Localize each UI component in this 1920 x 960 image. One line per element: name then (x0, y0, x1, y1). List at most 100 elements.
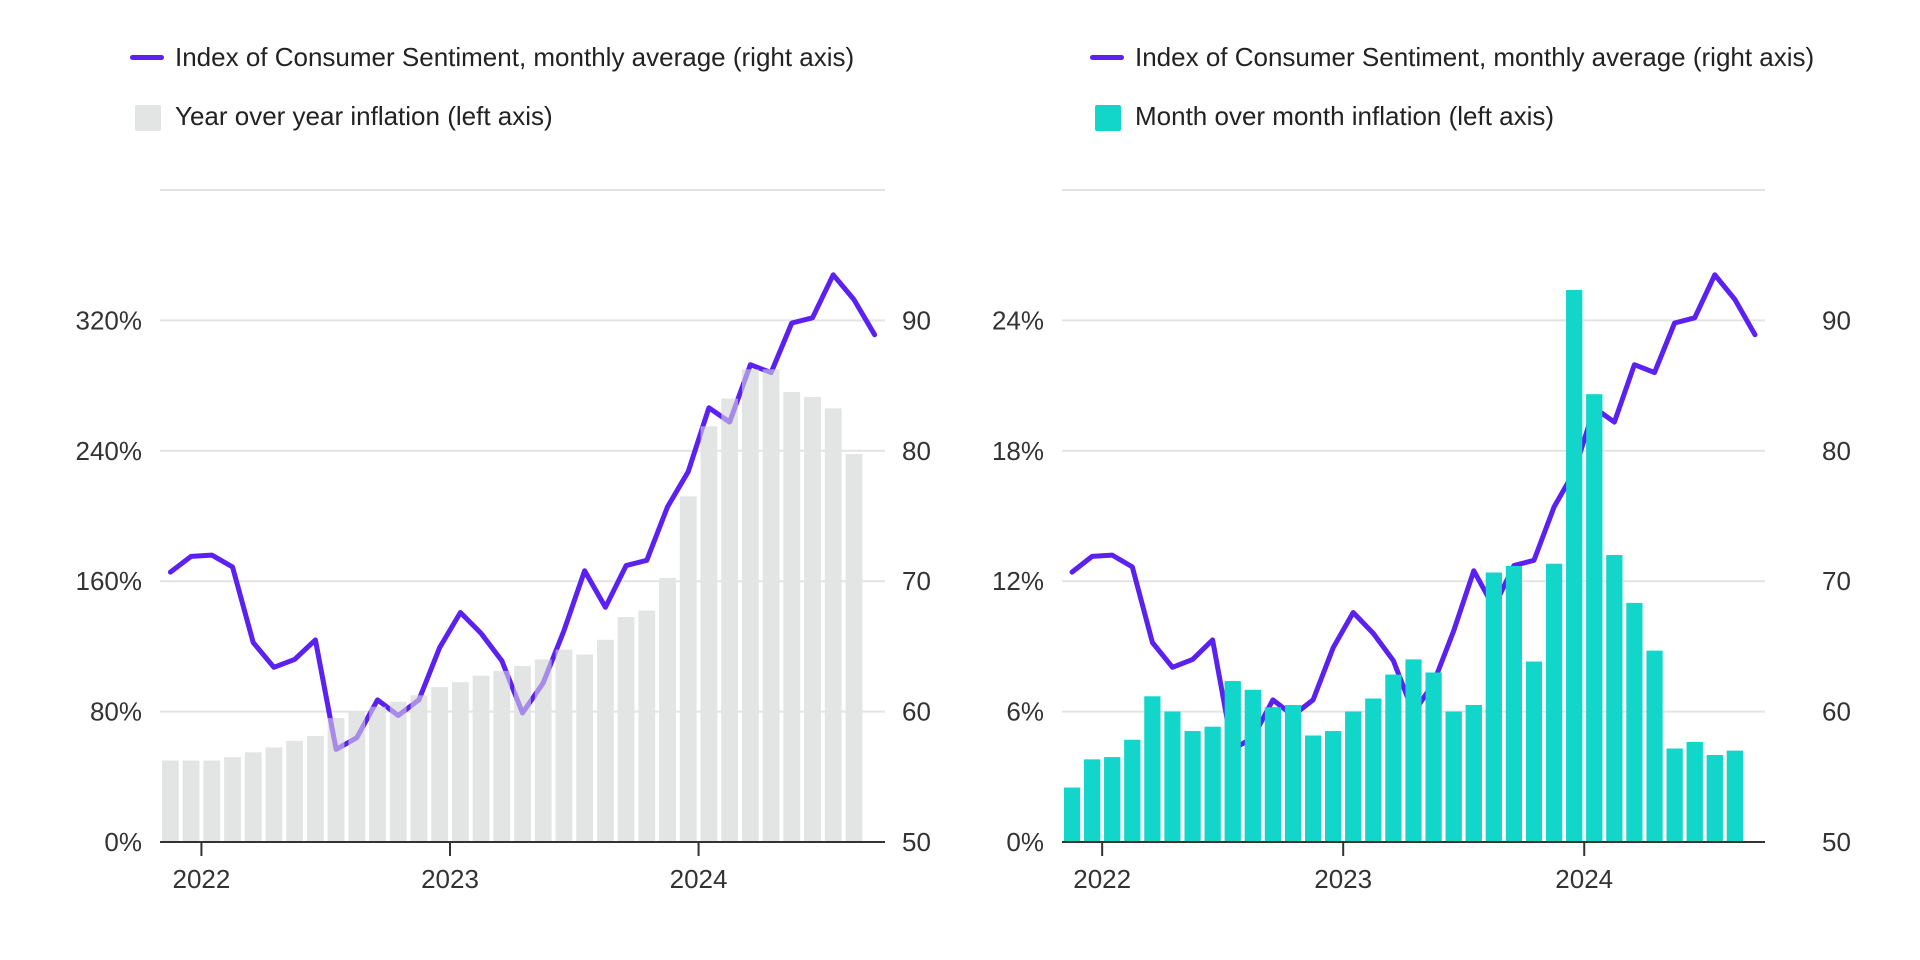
bar-overlay (369, 706, 386, 842)
legend-swatch-sentiment (130, 55, 164, 60)
bar-overlay (162, 760, 179, 842)
x-tick-label: 2023 (421, 864, 479, 894)
bar-overlay (348, 711, 366, 842)
bar-overlay (493, 670, 511, 842)
bar-overlay (286, 740, 303, 842)
bar-overlay (1084, 759, 1101, 842)
y-left-tick-label: 160% (76, 566, 143, 596)
legend: Index of Consumer Sentiment, monthly ave… (130, 40, 854, 158)
legend-item-sentiment: Index of Consumer Sentiment, monthly ave… (130, 40, 854, 74)
bar-overlay (1204, 726, 1221, 842)
bar-overlay (1465, 705, 1482, 842)
legend: Index of Consumer Sentiment, monthly ave… (1090, 40, 1814, 158)
y-left-tick-label: 24% (992, 305, 1044, 335)
bar-overlay (1164, 711, 1181, 842)
y-right-tick-label: 90 (902, 305, 931, 335)
chart-mom-inflation: 0% 6% 12% 18% 24% 50 60 70 80 90 2022 2023 2024 (992, 189, 1851, 894)
y-right-tick-label: 60 (1822, 697, 1851, 727)
legend-item-inflation: Month over month inflation (left axis) (1090, 99, 1814, 133)
bar-overlay (617, 617, 635, 842)
bar-overlay (783, 392, 801, 842)
bar-overlay (1425, 672, 1442, 842)
bar-overlay (576, 654, 593, 842)
bar-overlay (1385, 674, 1402, 842)
bar-overlay (1365, 698, 1382, 842)
legend-label-sentiment: Index of Consumer Sentiment, monthly ave… (1135, 42, 1815, 72)
y-left-tick-label: 6% (1006, 697, 1044, 727)
legend-label-inflation: Year over year inflation (left axis) (175, 101, 553, 131)
bar-overlay (431, 687, 448, 842)
bar-overlay (845, 454, 863, 842)
bar-overlay (1325, 731, 1342, 842)
bar-overlay (244, 752, 262, 842)
bar-overlay (1445, 711, 1462, 842)
bar-overlay (1586, 394, 1603, 842)
bar-overlay (1646, 650, 1663, 842)
bar-overlay (1284, 705, 1302, 842)
bar-overlay (762, 369, 780, 842)
bar-overlay (742, 369, 759, 842)
bar-overlay (1566, 289, 1583, 842)
bar-overlay (1244, 689, 1261, 842)
y-right-tick-label: 50 (902, 827, 931, 857)
bar-overlay (1626, 602, 1643, 842)
bar-overlay (638, 610, 656, 842)
x-tick-label: 2022 (173, 864, 231, 894)
bar-overlay (182, 760, 200, 842)
bar-overlay (1405, 659, 1422, 842)
bar-overlay (307, 736, 324, 842)
y-right-tick-label: 80 (902, 436, 931, 466)
bar-overlay (1104, 757, 1121, 842)
bar-overlay (700, 426, 718, 842)
bar-overlay (1606, 555, 1623, 842)
y-right-tick-label: 60 (902, 697, 931, 727)
bar-overlay (1124, 739, 1141, 842)
bar-overlay (1305, 735, 1322, 842)
bar-overlay (1525, 661, 1543, 842)
x-tick-label: 2023 (1314, 864, 1372, 894)
y-right-tick-label: 50 (1822, 827, 1851, 857)
y-left-tick-label: 80% (90, 697, 142, 727)
bar-overlay (1144, 696, 1161, 842)
bar-overlay (389, 701, 407, 842)
bar-overlay (224, 757, 241, 842)
bar-overlay (1666, 748, 1683, 842)
bar-overlay (410, 695, 428, 842)
x-tick-label: 2024 (1555, 864, 1613, 894)
legend-item-sentiment: Index of Consumer Sentiment, monthly ave… (1090, 40, 1814, 74)
legend-item-inflation: Year over year inflation (left axis) (130, 99, 854, 133)
bar-overlay (1345, 711, 1362, 842)
bar-overlay (679, 496, 697, 842)
bar-overlay (1726, 750, 1743, 842)
y-left-tick-label: 12% (992, 566, 1044, 596)
bar-overlay (1686, 742, 1703, 842)
bar-overlay (265, 747, 283, 842)
legend-swatch-inflation (1095, 105, 1121, 131)
y-left-tick-label: 0% (104, 827, 142, 857)
bar-overlay (659, 577, 676, 842)
y-right-tick-label: 80 (1822, 436, 1851, 466)
y-left-tick-label: 18% (992, 436, 1044, 466)
bar-overlay (1546, 563, 1563, 842)
y-right-tick-label: 70 (1822, 566, 1851, 596)
chart-panel-mom: Index of Consumer Sentiment, monthly ave… (960, 0, 1920, 960)
y-left-tick-label: 240% (76, 436, 143, 466)
y-right-tick-label: 70 (902, 566, 931, 596)
x-tick-label: 2022 (1073, 864, 1131, 894)
chart-panel-yoy: Index of Consumer Sentiment, monthly ave… (76, 40, 931, 894)
bar-overlay (1064, 787, 1081, 842)
bar-overlay (1505, 565, 1522, 842)
bar-overlay (472, 675, 490, 842)
bar-overlay (1224, 681, 1241, 842)
bar-overlay (534, 659, 552, 842)
bar-overlay (1184, 731, 1201, 842)
bar-overlay (824, 408, 842, 842)
bar-overlay (203, 760, 221, 842)
y-right-tick-label: 90 (1822, 305, 1851, 335)
y-left-tick-label: 320% (76, 305, 143, 335)
bar-overlay (327, 718, 345, 842)
x-tick-label: 2024 (670, 864, 728, 894)
bar-overlay (555, 649, 573, 842)
bar-overlay (597, 639, 614, 842)
legend-label-sentiment: Index of Consumer Sentiment, monthly ave… (175, 42, 855, 72)
